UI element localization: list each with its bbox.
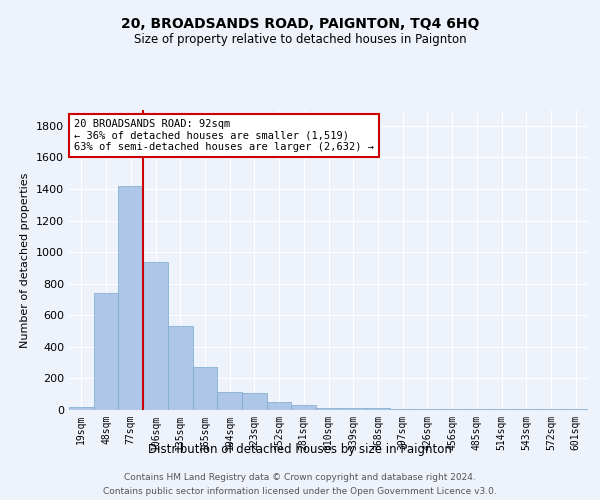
Bar — [415, 409, 440, 410]
Bar — [316, 408, 341, 410]
Bar — [514, 409, 539, 410]
Bar — [118, 186, 143, 410]
Bar — [390, 409, 415, 410]
Bar — [242, 394, 267, 410]
Bar — [94, 293, 118, 410]
Bar — [341, 408, 365, 410]
Bar — [489, 409, 514, 410]
Text: 20, BROADSANDS ROAD, PAIGNTON, TQ4 6HQ: 20, BROADSANDS ROAD, PAIGNTON, TQ4 6HQ — [121, 18, 479, 32]
Text: Size of property relative to detached houses in Paignton: Size of property relative to detached ho… — [134, 32, 466, 46]
Text: Distribution of detached houses by size in Paignton: Distribution of detached houses by size … — [148, 442, 452, 456]
Bar — [292, 406, 316, 410]
Bar — [168, 326, 193, 410]
Text: Contains HM Land Registry data © Crown copyright and database right 2024.: Contains HM Land Registry data © Crown c… — [124, 472, 476, 482]
Bar — [69, 407, 94, 410]
Bar — [539, 409, 563, 410]
Y-axis label: Number of detached properties: Number of detached properties — [20, 172, 31, 348]
Bar — [563, 409, 588, 410]
Bar — [143, 262, 168, 410]
Bar — [267, 402, 292, 410]
Bar — [464, 409, 489, 410]
Bar — [365, 408, 390, 410]
Bar — [193, 368, 217, 410]
Bar — [217, 392, 242, 410]
Bar — [440, 409, 464, 410]
Text: Contains public sector information licensed under the Open Government Licence v3: Contains public sector information licen… — [103, 488, 497, 496]
Text: 20 BROADSANDS ROAD: 92sqm
← 36% of detached houses are smaller (1,519)
63% of se: 20 BROADSANDS ROAD: 92sqm ← 36% of detac… — [74, 119, 374, 152]
